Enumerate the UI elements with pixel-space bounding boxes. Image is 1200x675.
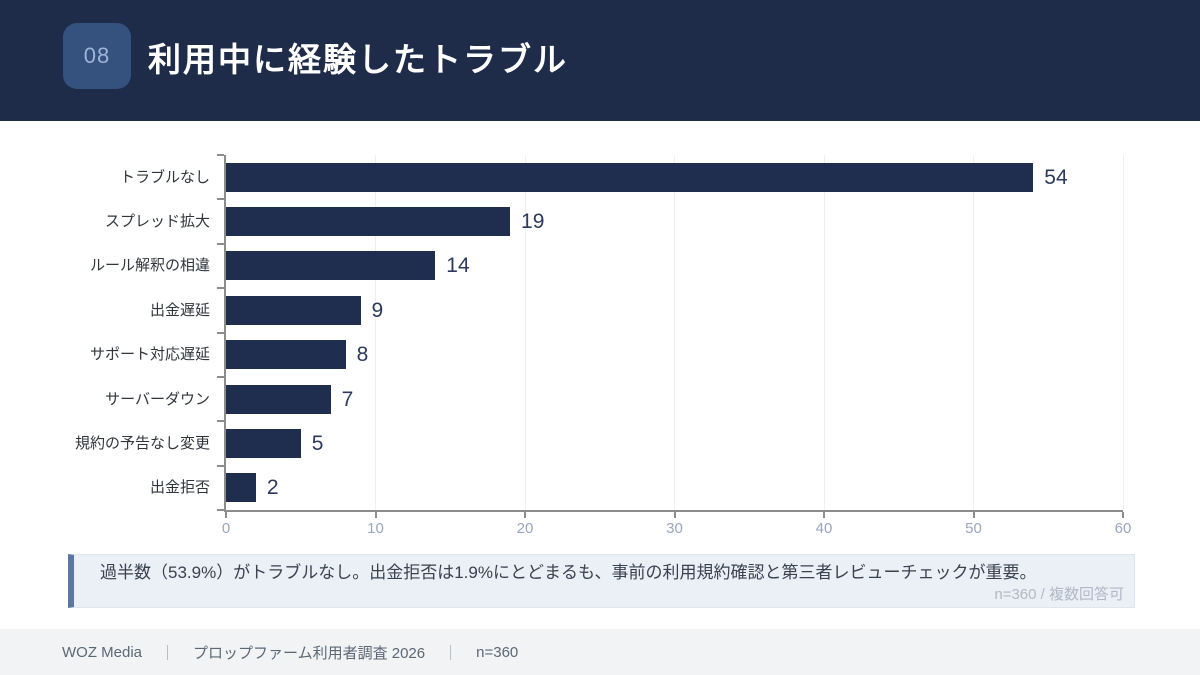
y-axis-line — [224, 155, 226, 510]
x-axis-tick — [524, 512, 526, 518]
footer-separator: ｜ — [443, 644, 459, 662]
slide-number: 08 — [83, 43, 111, 68]
bar — [226, 428, 301, 458]
value-label: 54 — [1044, 165, 1068, 189]
footer: WOZ Media ｜ プロップファーム利用者調査 2026 ｜ n=360 — [0, 629, 1200, 675]
x-tick-label: 0 — [221, 520, 231, 537]
y-axis-tick — [217, 198, 224, 201]
gridline — [1122, 155, 1124, 510]
x-axis-tick — [823, 512, 825, 518]
x-axis-line — [224, 510, 1123, 512]
category-label: スプレッド拡大 — [104, 213, 210, 231]
header: 08 利用中に経験したトラブル — [0, 0, 1200, 121]
bar — [226, 384, 331, 414]
y-axis-tick — [217, 154, 224, 156]
insight-note: 過半数（53.9%）がトラブルなし。出金拒否は1.9%にとどまるも、事前の利用規… — [68, 554, 1135, 608]
footer-survey: プロップファーム利用者調査 2026 — [193, 644, 426, 662]
x-tick-label: 30 — [666, 520, 683, 537]
bar — [226, 295, 361, 325]
x-tick-label: 20 — [516, 520, 534, 537]
category-label: 出金遅延 — [149, 301, 210, 319]
category-label: 規約の予告なし変更 — [74, 434, 210, 452]
gridline — [823, 155, 825, 510]
x-axis-tick — [225, 512, 227, 518]
value-label: 7 — [341, 387, 354, 411]
bar — [226, 207, 511, 237]
category-label: ルール解釈の相違 — [89, 257, 210, 275]
footer-brand: WOZ Media — [62, 643, 143, 661]
y-axis-tick — [217, 375, 224, 378]
gridline — [524, 155, 526, 510]
x-axis-tick — [972, 512, 975, 518]
y-axis-tick — [217, 242, 224, 245]
y-axis-tick — [217, 420, 224, 423]
category-label: サポート対応遅延 — [89, 346, 210, 364]
value-label: 2 — [266, 476, 279, 500]
bar-chart: 0 10 20 30 40 50 60 トラブルなし 54 スプレッド拡大 19 ルール解釈の相違 14… — [74, 154, 1132, 537]
value-label: 9 — [371, 298, 384, 322]
y-axis-tick — [217, 331, 224, 334]
bar — [226, 473, 256, 503]
x-tick-label: 60 — [1114, 520, 1132, 537]
bar — [226, 340, 346, 370]
footer-sample: n=360 — [476, 643, 519, 661]
x-axis-tick — [673, 512, 676, 518]
x-tick-label: 40 — [815, 520, 833, 537]
category-label: 出金拒否 — [149, 479, 210, 497]
gridline — [674, 155, 675, 510]
gridline — [375, 155, 376, 510]
x-tick-label: 10 — [367, 520, 384, 537]
value-label: 19 — [521, 210, 545, 234]
y-axis-tick — [217, 464, 224, 467]
value-label: 14 — [446, 254, 470, 278]
note-text: 過半数（53.9%）がトラブルなし。出金拒否は1.9%にとどまるも、事前の利用規… — [100, 563, 1037, 582]
value-label: 8 — [356, 343, 369, 367]
y-axis-tick — [217, 509, 224, 511]
category-label: トラブルなし — [119, 168, 210, 186]
note-sample-size: n=360 / 複数回答可 — [994, 585, 1124, 603]
slide-number-badge: 08 — [63, 23, 131, 89]
bar — [226, 162, 1034, 192]
x-axis-tick — [1122, 512, 1124, 518]
y-axis-tick — [217, 287, 224, 290]
x-tick-label: 50 — [965, 520, 982, 537]
category-label: サーバーダウン — [105, 390, 210, 408]
gridline — [973, 155, 974, 510]
bar — [226, 251, 436, 281]
x-axis-tick — [374, 512, 377, 518]
page-title: 利用中に経験したトラブル — [148, 40, 568, 78]
value-label: 5 — [311, 431, 324, 455]
footer-separator: ｜ — [160, 644, 176, 662]
